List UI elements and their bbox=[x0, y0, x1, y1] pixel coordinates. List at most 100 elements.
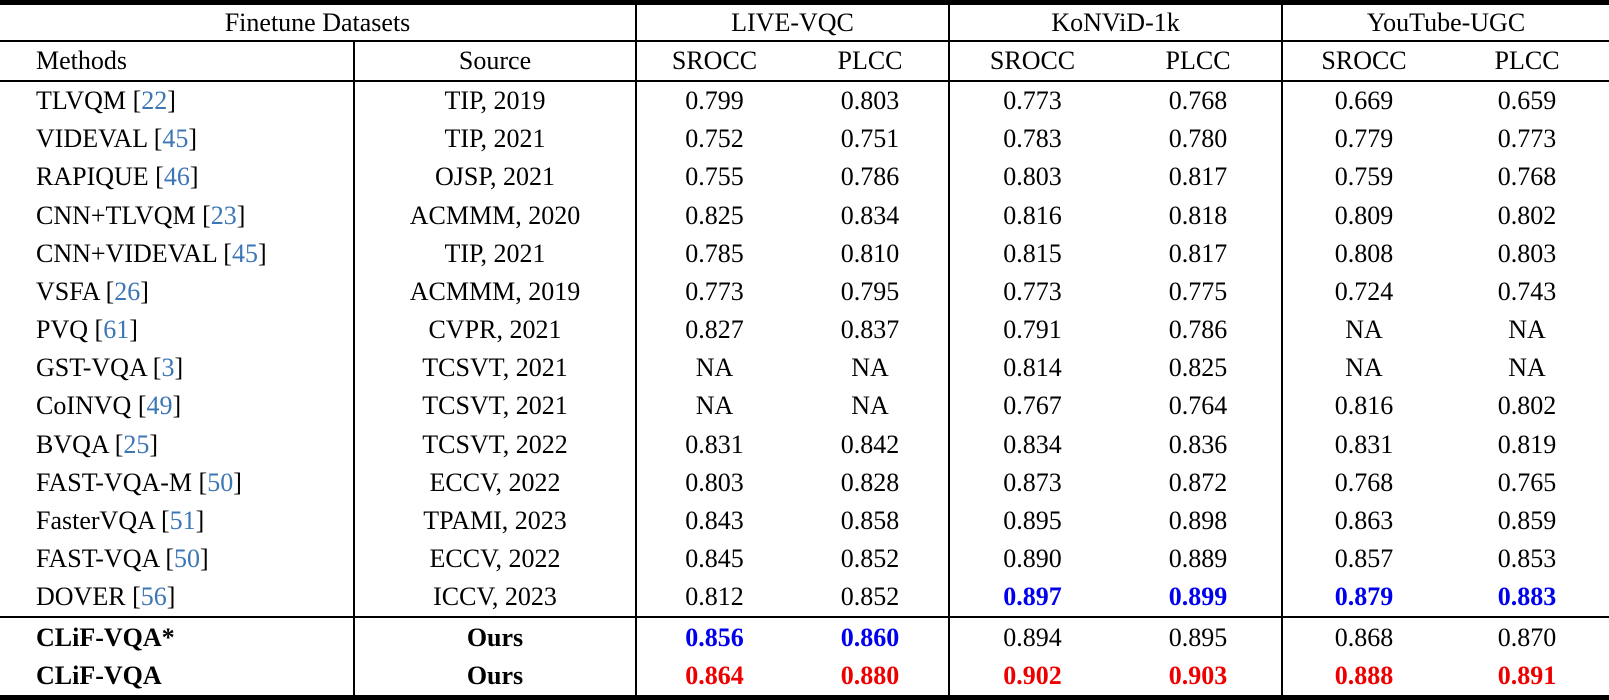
method-name: FAST-VQA-M bbox=[36, 467, 193, 497]
method-cell: FasterVQA [51] bbox=[36, 505, 205, 535]
source-cell: TIP, 2021 bbox=[352, 120, 637, 159]
value-cell: 0.815 bbox=[948, 234, 1116, 273]
method-name: CLiF-VQA bbox=[36, 660, 162, 690]
value-cell: 0.803 bbox=[635, 463, 793, 502]
method-cell: RAPIQUE [46] bbox=[36, 162, 199, 192]
value-cell: 0.891 bbox=[1497, 660, 1557, 690]
method-cell: FAST-VQA-M [50] bbox=[36, 467, 242, 497]
value-cell: 0.868 bbox=[1281, 616, 1446, 657]
citation-link[interactable]: 25 bbox=[123, 429, 150, 459]
value-cell: 0.834 bbox=[948, 425, 1116, 464]
citation-link[interactable]: 50 bbox=[174, 544, 200, 574]
value-cell: 0.859 bbox=[1497, 505, 1557, 535]
table-row: RAPIQUE [46] OJSP, 2021 0.755 0.786 0.803 0.8… bbox=[0, 158, 1609, 197]
citation-link[interactable]: 45 bbox=[231, 238, 258, 268]
value-cell: 0.803 bbox=[840, 86, 900, 116]
citation-link[interactable]: 46 bbox=[163, 162, 190, 192]
value-cell: 0.888 bbox=[1281, 656, 1446, 698]
method-name: CNN+VIDEVAL bbox=[36, 238, 217, 268]
citation-link[interactable]: 3 bbox=[161, 353, 175, 383]
source-cell: ACMMM, 2020 bbox=[352, 196, 637, 235]
table-row: GST-VQA [3] TCSVT, 2021 NA NA 0.814 0.825 NA NA bbox=[0, 349, 1609, 388]
table-row: FasterVQA [51] TPAMI, 2023 0.843 0.858 0.895… bbox=[0, 501, 1609, 541]
value-cell: 0.856 bbox=[635, 616, 793, 657]
method-name: RAPIQUE bbox=[36, 162, 149, 192]
table-row: FAST-VQA-M [50] ECCV, 2022 0.803 0.828 0.873… bbox=[0, 463, 1609, 502]
value-cell: 0.751 bbox=[840, 124, 900, 154]
value-cell: 0.810 bbox=[840, 238, 900, 268]
value-cell: 0.825 bbox=[1168, 353, 1228, 383]
value-cell: 0.765 bbox=[1497, 467, 1557, 497]
table-row: VSFA [26] ACMMM, 2019 0.773 0.795 0.773 0.775… bbox=[0, 272, 1609, 312]
value-cell: 0.659 bbox=[1497, 86, 1557, 116]
method-cell: CNN+TLVQM [23] bbox=[36, 200, 246, 230]
value-cell: 0.879 bbox=[1281, 578, 1446, 618]
source-cell: ICCV, 2023 bbox=[352, 578, 637, 618]
value-cell: 0.808 bbox=[1281, 234, 1446, 273]
value-cell: 0.845 bbox=[635, 540, 793, 579]
citation-link[interactable]: 61 bbox=[103, 315, 130, 345]
srocc-column-header-youtube-ugc: SROCC bbox=[1281, 41, 1446, 82]
plcc-column-header-konvid-1k: PLCC bbox=[1115, 41, 1283, 82]
citation-link[interactable]: 51 bbox=[169, 505, 196, 535]
method-cell: GST-VQA [3] bbox=[36, 353, 184, 383]
value-cell: NA bbox=[851, 391, 889, 421]
value-cell: 0.768 bbox=[1497, 162, 1557, 192]
value-cell: 0.768 bbox=[1281, 463, 1446, 502]
method-name: CNN+TLVQM bbox=[36, 200, 196, 230]
value-cell: NA bbox=[1508, 315, 1546, 345]
method-name: FasterVQA bbox=[36, 505, 155, 535]
source-cell: OJSP, 2021 bbox=[352, 158, 637, 197]
table-row: CoINVQ [49] TCSVT, 2021 NA NA 0.767 0.764 0.81… bbox=[0, 387, 1609, 426]
method-cell: BVQA [25] bbox=[36, 429, 159, 459]
value-cell: 0.809 bbox=[1281, 196, 1446, 235]
value-cell: 0.863 bbox=[1281, 501, 1446, 541]
value-cell: 0.843 bbox=[635, 501, 793, 541]
source-cell: TCSVT, 2021 bbox=[352, 349, 637, 388]
method-cell: TLVQM [22] bbox=[36, 86, 176, 116]
table-body: TLVQM [22] TIP, 2019 0.799 0.803 0.773 0.768 0… bbox=[0, 81, 1609, 698]
table-row: PVQ [61] CVPR, 2021 0.827 0.837 0.791 0.786 NA… bbox=[0, 311, 1609, 350]
table-row: CNN+TLVQM [23] ACMMM, 2020 0.825 0.834 0.816… bbox=[0, 196, 1609, 235]
citation-link[interactable]: 23 bbox=[210, 200, 237, 230]
value-cell: 0.759 bbox=[1281, 158, 1446, 197]
method-cell: CNN+VIDEVAL [45] bbox=[36, 238, 267, 268]
source-cell: ACMMM, 2019 bbox=[352, 272, 637, 312]
method-cell: CoINVQ [49] bbox=[36, 391, 182, 421]
citation-link[interactable]: 56 bbox=[140, 582, 167, 612]
value-cell: 0.864 bbox=[635, 656, 793, 698]
value-cell: 0.899 bbox=[1168, 582, 1228, 612]
value-cell: 0.814 bbox=[948, 349, 1116, 388]
table-row: CLiF-VQA Ours 0.864 0.880 0.902 0.903 0.888 0.8… bbox=[0, 656, 1609, 698]
method-name: CLiF-VQA* bbox=[36, 622, 175, 652]
value-cell: 0.903 bbox=[1168, 660, 1228, 690]
value-cell: 0.724 bbox=[1281, 272, 1446, 312]
value-cell: 0.889 bbox=[1168, 544, 1228, 574]
citation-link[interactable]: 26 bbox=[114, 276, 141, 306]
value-cell: NA bbox=[635, 349, 793, 388]
value-cell: 0.803 bbox=[948, 158, 1116, 197]
citation-link[interactable]: 22 bbox=[141, 86, 168, 116]
source-cell: TCSVT, 2022 bbox=[352, 425, 637, 464]
method-cell: DOVER [56] bbox=[36, 582, 176, 612]
table-row: TLVQM [22] TIP, 2019 0.799 0.803 0.773 0.768 0… bbox=[0, 81, 1609, 121]
citation-link[interactable]: 49 bbox=[146, 391, 173, 421]
value-cell: 0.764 bbox=[1168, 391, 1228, 421]
source-cell: TCSVT, 2021 bbox=[352, 387, 637, 426]
table-row: DOVER [56] ICCV, 2023 0.812 0.852 0.897 0.899… bbox=[0, 578, 1609, 618]
citation-link[interactable]: 45 bbox=[162, 124, 189, 154]
citation-link[interactable]: 50 bbox=[207, 467, 234, 497]
value-cell: 0.783 bbox=[948, 120, 1116, 159]
value-cell: 0.803 bbox=[1497, 238, 1557, 268]
value-cell: 0.812 bbox=[635, 578, 793, 618]
value-cell: 0.870 bbox=[1445, 616, 1609, 657]
method-name: VSFA bbox=[36, 276, 100, 306]
value-cell: 0.895 bbox=[948, 501, 1116, 541]
dataset-header-live-vqc: LIVE-VQC bbox=[635, 2, 950, 42]
method-cell: PVQ [61] bbox=[36, 315, 138, 345]
value-cell: 0.873 bbox=[948, 463, 1116, 502]
value-cell: 0.828 bbox=[840, 467, 900, 497]
value-cell: 0.775 bbox=[1168, 276, 1228, 306]
